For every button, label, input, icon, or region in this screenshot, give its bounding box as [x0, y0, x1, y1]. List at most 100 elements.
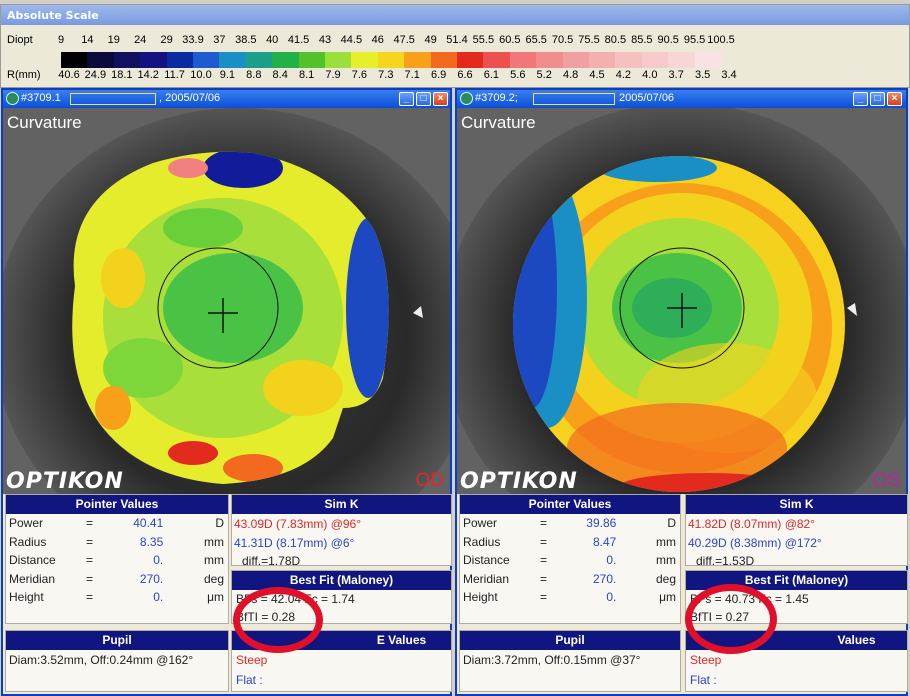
rmm-value: 10.0 [190, 69, 212, 81]
rmm-value: 5.6 [510, 69, 526, 81]
maximize-button[interactable]: □ [870, 92, 885, 106]
window-od[interactable]: #3709.1 , 2005/07/06 _ □ × [1, 88, 452, 696]
rmm-value: 4.2 [615, 69, 632, 81]
diopt-value: 60.5 [499, 34, 521, 46]
rmm-value: 3.4 [721, 69, 737, 81]
close-button[interactable]: × [887, 92, 902, 106]
diopt-value: 24 [134, 34, 147, 46]
evalues-steep: Steep [236, 653, 268, 667]
info-panel-os: Pointer Values Power = 39.86 D Radius = 8.47 mm… [457, 494, 908, 694]
pointer-equals: = [86, 590, 94, 604]
rmm-value: 9.1 [219, 69, 236, 81]
diopt-value: 51.4 [446, 34, 468, 46]
color-swatch [245, 52, 274, 68]
color-swatch [325, 52, 353, 68]
color-swatch [536, 52, 565, 68]
pointer-name: Power [463, 516, 498, 530]
pointer-row: Power = 39.86 D [460, 516, 680, 534]
color-swatch [61, 52, 89, 68]
optikon-logo: OPTIKON [6, 469, 124, 494]
pointer-value: 0. [153, 590, 164, 604]
diopt-label: Diopt [7, 34, 33, 46]
patient-name-box [533, 93, 615, 105]
window-date: 2005/07/06 [619, 92, 675, 104]
highlight-circle [233, 587, 323, 653]
rmm-value: 6.6 [457, 69, 473, 81]
pointer-unit: deg [655, 571, 676, 586]
color-swatch [193, 52, 221, 68]
diopt-value: 41.5 [287, 34, 310, 46]
pointer-unit: μm [207, 590, 224, 604]
close-button[interactable]: × [433, 92, 448, 106]
pointer-values-box: Pointer Values Power = 40.41 D Radius = 8.35 mm… [5, 494, 229, 624]
diopt-value: 70.5 [551, 34, 574, 46]
pointer-equals: = [86, 553, 94, 567]
color-swatch [509, 52, 538, 68]
pointer-value: 8.47 [592, 534, 617, 549]
pointer-values-header: Pointer Values [6, 495, 228, 514]
evalues-flat: Flat : [690, 673, 717, 687]
app-icon [460, 92, 473, 105]
evalues-box: Values Steep Flat : [685, 630, 908, 692]
diopt-value: 29 [160, 34, 173, 46]
topography-map-os[interactable]: Curvature OPTIKON OS [457, 108, 906, 494]
corneal-map-od [3, 108, 450, 494]
color-swatch [298, 52, 327, 68]
simk-box: Sim K 41.82D (8.07mm) @82° 40.29D (8.38m… [685, 494, 908, 568]
pointer-equals: = [540, 571, 548, 586]
diopt-value: 75.5 [578, 34, 600, 46]
pointer-row: Radius = 8.35 mm [6, 535, 228, 553]
diopt-value: 100.5 [707, 34, 735, 46]
color-swatch [272, 52, 301, 68]
color-swatch [641, 52, 670, 68]
rmm-value: 3.5 [694, 69, 711, 81]
pointer-value: 270. [139, 571, 164, 586]
info-panel-od: Pointer Values Power = 40.41 D Radius = 8.35 mm… [3, 494, 452, 694]
color-swatch [404, 52, 433, 68]
rmm-value: 3.7 [668, 69, 684, 81]
pointer-row: Meridian = 270. deg [460, 572, 680, 590]
color-swatch [457, 52, 485, 68]
pointer-unit: mm [656, 534, 676, 549]
titlebar-od[interactable]: #3709.1 , 2005/07/06 _ □ × [3, 90, 450, 108]
pupil-box: Pupil Diam:3.52mm, Off:0.24mm @162° [5, 630, 229, 692]
pointer-name: Meridian [9, 571, 56, 586]
rmm-value: 8.8 [246, 69, 262, 81]
pointer-equals: = [86, 571, 94, 586]
pupil-header: Pupil [6, 631, 228, 650]
diopt-value: 80.5 [604, 34, 627, 46]
window-os[interactable]: #3709.2; 2005/07/06 _ □ × [455, 88, 908, 696]
pointer-name: Radius [9, 534, 47, 549]
pointer-row: Distance = 0. mm [460, 553, 680, 571]
pointer-value: 39.86 [586, 516, 617, 530]
eye-label-os: OS [872, 470, 900, 491]
corneal-map-os [457, 108, 906, 494]
diopt-value: 85.5 [631, 34, 653, 46]
simk-diff: diff.=1.53D [696, 554, 755, 568]
pointer-value: 0. [606, 553, 617, 567]
diopt-value: 95.5 [683, 34, 706, 46]
minimize-button[interactable]: _ [853, 92, 868, 106]
map-title: Curvature [7, 113, 82, 132]
maximize-button[interactable]: □ [416, 92, 431, 106]
pointer-equals: = [540, 516, 548, 530]
diopt-value: 19 [107, 34, 120, 46]
pointer-row: Meridian = 270. deg [6, 572, 228, 590]
pupil-box: Pupil Diam:3.72mm, Off:0.15mm @37° [459, 630, 681, 692]
pointer-name: Meridian [463, 571, 510, 586]
pointer-unit: mm [656, 553, 676, 567]
topography-map-od[interactable]: Curvature OPTIKON OD [3, 108, 450, 494]
simk-header: Sim K [232, 495, 451, 514]
rmm-value: 4.5 [589, 69, 605, 81]
pointer-row: Radius = 8.47 mm [460, 535, 680, 553]
pointer-value: 0. [153, 553, 164, 567]
rmm-value: 24.9 [84, 69, 107, 81]
optikon-logo: OPTIKON [460, 469, 578, 494]
rmm-value: 14.2 [137, 69, 159, 81]
pointer-equals: = [86, 516, 94, 530]
minimize-button[interactable]: _ [399, 92, 414, 106]
pointer-row: Distance = 0. mm [6, 553, 228, 571]
absolute-scale-panel: Absolute Scale Diopt R(mm) 9 14 19 24 29 33.9… [0, 4, 910, 88]
titlebar-os[interactable]: #3709.2; 2005/07/06 _ □ × [457, 90, 906, 108]
rmm-value: 18.1 [111, 69, 133, 81]
